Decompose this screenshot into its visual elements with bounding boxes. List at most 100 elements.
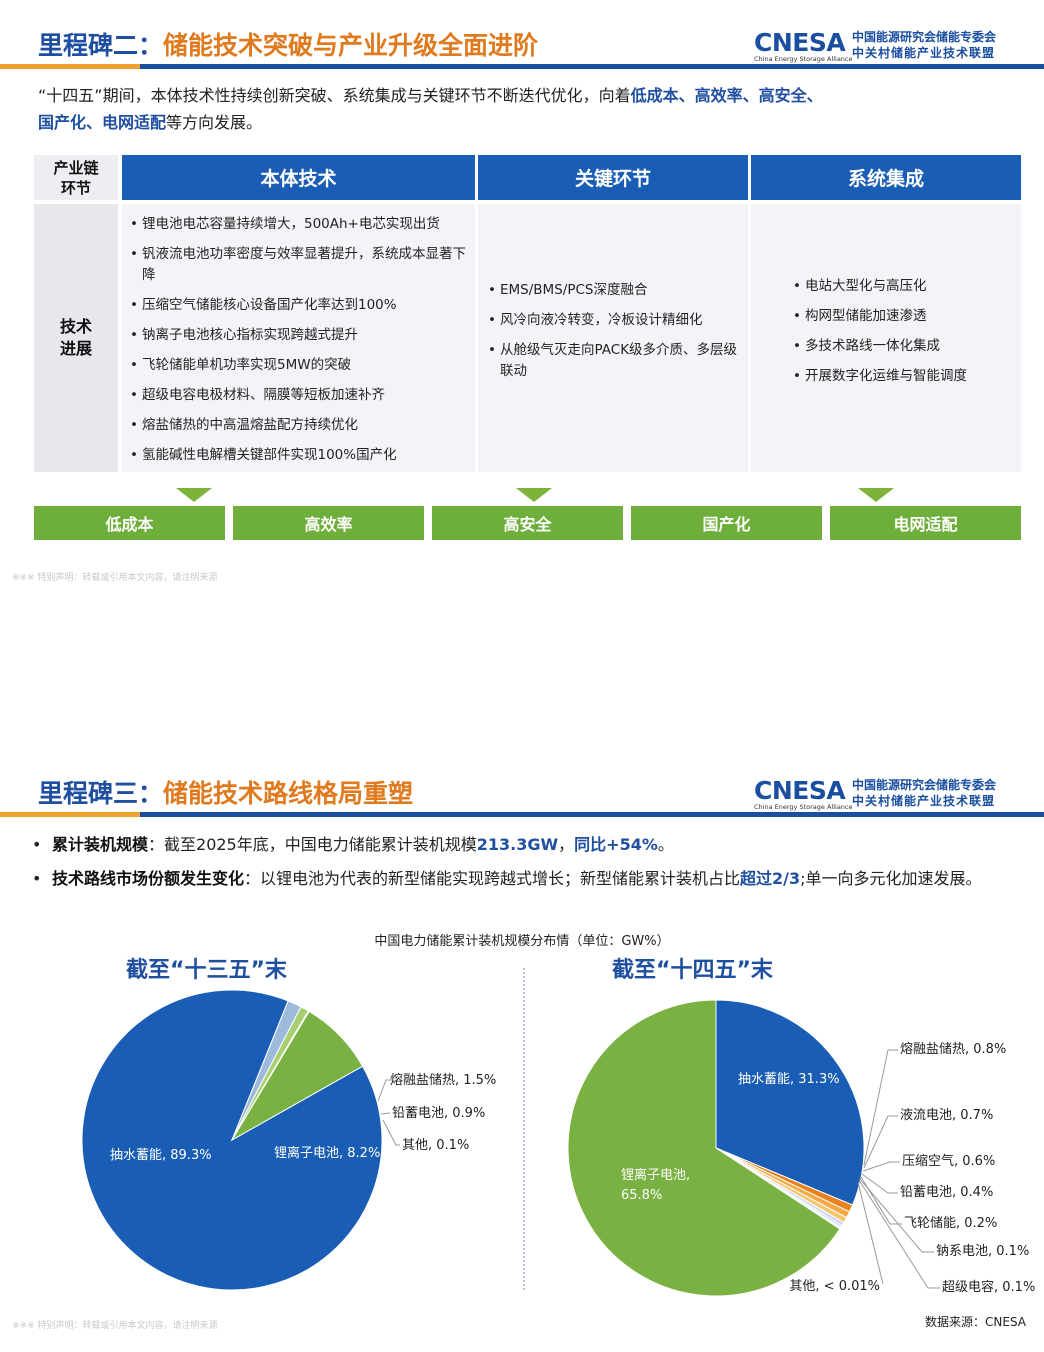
logo-cn2: 中关村储能产业技术联盟 (852, 46, 996, 60)
slide1-title-main: 储能技术突破与产业升级全面进阶 (163, 31, 539, 60)
list-item: 从舱级气灭走向PACK级多介质、多层级联动 (486, 340, 741, 382)
slide2-bullets: 累计装机规模：截至2025年底，中国电力储能累计装机规模213.3GW，同比+5… (32, 832, 1022, 900)
list-item: EMS/BMS/PCS深度融合 (486, 280, 741, 301)
goal-localization: 国产化 (631, 506, 822, 540)
list-item: 多技术路线一体化集成 (791, 336, 1016, 357)
bullet-share-text: ：以锂电池为代表的新型储能实现跨越式增长；新型储能累计装机占比 (244, 869, 741, 888)
slice-label: 铅蓄电池, 0.9% (392, 1106, 485, 1121)
slice-label: 抽水蓄能, 31.3% (738, 1072, 840, 1087)
col-header-key-link: 关键环节 (478, 155, 748, 200)
leader-line (858, 1179, 940, 1289)
slide2-title: 里程碑三：储能技术路线格局重塑 (38, 774, 413, 810)
logo-mark: CNESA (754, 776, 846, 805)
row-label-text: 技术 进展 (59, 317, 92, 358)
arrow-down-icon (516, 488, 552, 502)
bullet-capacity-end: 。 (657, 835, 674, 854)
leader-line (863, 1115, 898, 1169)
logo-sub: China Energy Storage Alliance (754, 55, 853, 63)
list-item: 开展数字化运维与智能调度 (791, 366, 1016, 387)
intro-paragraph: “十四五”期间，本体技术性持续创新突破、系统集成与关键环节不断迭代优化，向着低成… (38, 82, 1008, 136)
arrow-down-icon (858, 488, 894, 502)
intro-text-1: “十四五”期间，本体技术性持续创新突破、系统集成与关键环节不断迭代优化，向着 (38, 86, 631, 105)
body-tech-list: 锂电池电芯容量持续增大，500Ah+电芯实现出货 钒液流电池功率密度与效率显著提… (128, 214, 468, 475)
bullet-capacity-text: ：截至2025年底，中国电力储能累计装机规模 (148, 835, 477, 854)
list-item: 钠离子电池核心指标实现跨越式提升 (128, 325, 468, 346)
cell-system-integration: 电站大型化与高压化 构网型储能加速渗透 多技术路线一体化集成 开展数字化运维与智… (751, 204, 1021, 472)
leader-line (859, 1178, 934, 1253)
slice-label: 超级电容, 0.1% (942, 1279, 1035, 1295)
slice-label: 压缩空气, 0.6% (902, 1153, 995, 1169)
list-item: 构网型储能加速渗透 (791, 306, 1016, 327)
list-item: 锂电池电芯容量持续增大，500Ah+电芯实现出货 (128, 214, 468, 235)
slice-label: 钠系电池, 0.1% (936, 1244, 1029, 1259)
goal-high-safety: 高安全 (432, 506, 623, 540)
slice-label: 锂离子电池, 65.8% (621, 1167, 690, 1203)
corner-label: 产业链 环节 (53, 158, 99, 197)
bullet-capacity-key: 累计装机规模 (52, 835, 149, 854)
bullet-capacity-yoy: 同比+54% (574, 835, 658, 854)
logo-cn1: 中国能源研究会储能专委会 (852, 30, 997, 44)
list-item: 超级电容电极材料、隔膜等短板加速补齐 (128, 385, 468, 406)
header-rule-accent (0, 64, 140, 69)
col-header-system-integration: 系统集成 (751, 155, 1021, 200)
leader-line (857, 1181, 884, 1285)
slice-label: 其他, 0.1% (402, 1138, 469, 1153)
pie-slice-0 (715, 999, 865, 1206)
slice-label: 液流电池, 0.7% (900, 1108, 993, 1123)
list-item: 熔盐储热的中高温熔盐配方持续优化 (128, 415, 468, 436)
bullet-share-end: ;单一向多元化加速发展。 (800, 869, 982, 888)
bullet-capacity: 累计装机规模：截至2025年底，中国电力储能累计装机规模213.3GW，同比+5… (32, 832, 1022, 857)
logo-mark: CNESA (754, 28, 846, 57)
list-item: 风冷向液冷转变，冷板设计精细化 (486, 310, 741, 331)
intro-highlight-2: 国产化、电网适配 (38, 113, 167, 132)
header-rule-2 (0, 812, 1044, 817)
list-item: 飞轮储能单机功率实现5MW的突破 (128, 355, 468, 376)
goal-grid-adaptation: 电网适配 (830, 506, 1021, 540)
data-source: 数据来源：CNESA (925, 1315, 1026, 1329)
leader-line (863, 1049, 898, 1166)
arrow-down-icon (176, 488, 212, 502)
list-item: 压缩空气储能核心设备国产化率达到100% (128, 295, 468, 316)
leader-line (382, 1119, 400, 1146)
list-item: 钒液流电池功率密度与效率显著提升，系统成本显著下降 (128, 244, 468, 286)
leader-line (862, 1161, 900, 1172)
pie-slice-9 (567, 999, 841, 1297)
system-integration-list: 电站大型化与高压化 构网型储能加速渗透 多技术路线一体化集成 开展数字化运维与智… (791, 276, 1016, 396)
pie-charts: 抽水蓄能, 89.3% 熔融盐储热, 1.5% 铅蓄电池, 0.9% 其他, 0.1%… (81, 989, 1035, 1297)
bullet-share: 技术路线市场份额发生变化：以锂电池为代表的新型储能实现跨越式增长；新型储能累计装… (32, 866, 1022, 891)
leader-line (380, 1112, 391, 1115)
col-header-body-tech: 本体技术 (122, 155, 475, 200)
table-corner: 产业链 环节 (34, 155, 118, 200)
row-label-tech-progress: 技术 进展 (34, 204, 118, 472)
chart-divider (523, 968, 525, 1290)
slide1-title: 里程碑二：储能技术突破与产业升级全面进阶 (38, 26, 538, 62)
slice-label: 抽水蓄能, 89.3% (110, 1148, 212, 1163)
cnesa-logo: CNESA China Energy Storage Alliance 中国能源… (754, 28, 1024, 63)
slide2-title-main: 储能技术路线格局重塑 (163, 779, 414, 808)
disclaimer-1: ※※※ 特别声明：转载或引用本文内容，请注明来源 (12, 573, 218, 583)
disclaimer-2: ※※※ 特别声明：转载或引用本文内容，请注明来源 (12, 1321, 218, 1331)
header-rule (0, 64, 1044, 69)
goal-high-efficiency: 高效率 (233, 506, 424, 540)
logo-cn1: 中国能源研究会储能专委会 (852, 778, 997, 792)
slice-label: 其他, < 0.01% (789, 1279, 880, 1294)
logo-cn2: 中关村储能产业技术联盟 (852, 794, 996, 808)
bullet-capacity-value: 213.3GW (476, 835, 559, 854)
slice-label: 铅蓄电池, 0.4% (900, 1185, 993, 1200)
slide2-title-lead: 里程碑三： (38, 779, 164, 808)
bullet-capacity-sep: ， (558, 835, 575, 854)
bullet-share-key: 技术路线市场份额发生变化 (52, 869, 245, 888)
slice-label: 锂离子电池, 8.2% (274, 1145, 380, 1161)
goal-low-cost: 低成本 (34, 506, 225, 540)
right-pie-title: 截至“十四五”末 (612, 958, 773, 983)
bullet-share-value: 超过2/3 (740, 869, 801, 888)
slice-label: 飞轮储能, 0.2% (904, 1216, 997, 1231)
cnesa-logo-2: CNESA China Energy Storage Alliance 中国能源… (754, 776, 1024, 811)
leader-line (860, 1176, 902, 1225)
pie-slice-4 (230, 1010, 364, 1142)
slice-label: 熔融盐储热, 1.5% (390, 1073, 496, 1088)
chart-title: 中国电力储能累计装机规模分布情（单位：GW%） (374, 934, 670, 949)
logo-sub: China Energy Storage Alliance (754, 803, 853, 811)
list-item: 氢能碱性电解槽关键部件实现100%国产化 (128, 445, 468, 466)
list-item: 电站大型化与高压化 (791, 276, 1016, 297)
